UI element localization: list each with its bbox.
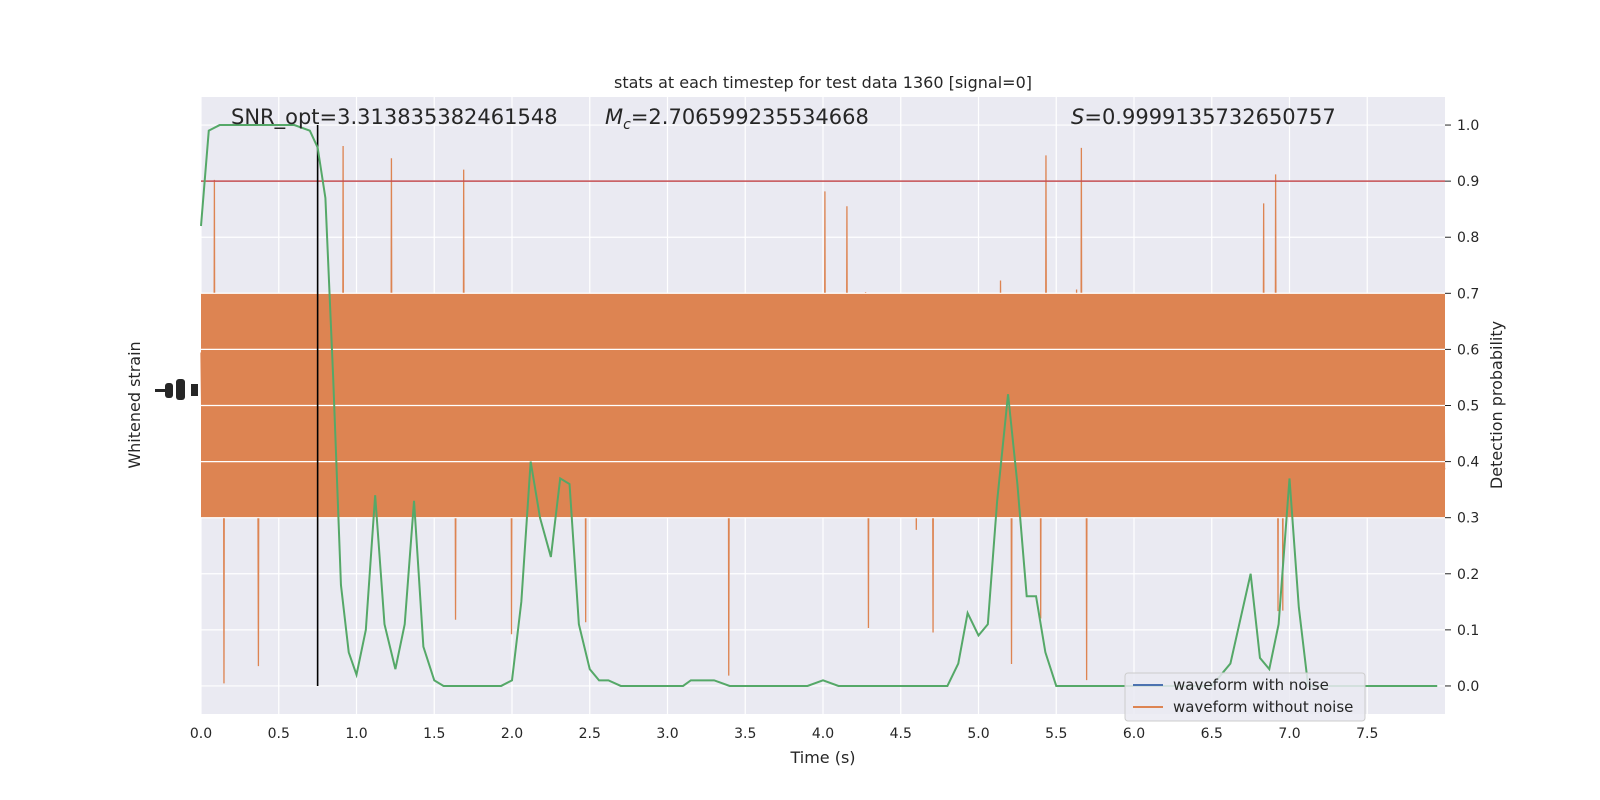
- x-tick-label-0: 0.0: [190, 726, 212, 742]
- legend: waveform with noise waveform without noi…: [1124, 672, 1366, 722]
- waveform-without-noise-series: [200, 145, 1446, 684]
- x-tick-label-9: 4.5: [890, 726, 912, 742]
- legend-label-with-noise: waveform with noise: [1173, 676, 1329, 694]
- x-tick-label-1: 0.5: [268, 726, 290, 742]
- chart-title: stats at each timestep for test data 136…: [614, 73, 1032, 92]
- y-tick-label-7: 0.7: [1457, 286, 1479, 302]
- x-tick-label-5: 2.5: [579, 726, 601, 742]
- snr-annotation: SNR_opt=3.313835382461548: [231, 105, 558, 130]
- x-tick-label-14: 7.0: [1278, 726, 1300, 742]
- x-axis-ticks: 0.0 0.5 1.0 1.5 2.0 2.5 3.0 3.5 4.0 4.5 5.0 5.5 6.0 6…: [190, 726, 1379, 742]
- y-tick-label-8: 0.8: [1457, 230, 1479, 246]
- legend-label-without-noise: waveform without noise: [1173, 698, 1353, 716]
- x-axis-label: Time (s): [789, 748, 855, 767]
- x-tick-label-3: 1.5: [423, 726, 445, 742]
- y-tick-label-4: 0.4: [1457, 455, 1479, 471]
- s-symbol: S: [1071, 105, 1084, 129]
- legend-box: [1124, 672, 1366, 722]
- y-tick-label-2: 0.2: [1457, 567, 1479, 583]
- left-axis-glyph-cluster: [155, 379, 198, 400]
- right-y-axis-label: Detection probability: [1487, 321, 1506, 489]
- mc-symbol: M: [605, 105, 623, 129]
- x-tick-label-4: 2.0: [501, 726, 523, 742]
- y-tick-label-0: 0.0: [1457, 679, 1479, 695]
- x-tick-label-2: 1.0: [345, 726, 367, 742]
- x-tick-label-11: 5.5: [1045, 726, 1067, 742]
- s-annotation: S=0.9999135732650757: [1071, 105, 1336, 129]
- y-tick-label-3: 0.3: [1457, 511, 1479, 527]
- x-tick-label-7: 3.5: [734, 726, 756, 742]
- mc-subscript: c: [623, 117, 631, 133]
- y-tick-label-6: 0.6: [1457, 342, 1479, 358]
- s-value: =0.9999135732650757: [1084, 105, 1335, 129]
- x-tick-label-6: 3.0: [656, 726, 678, 742]
- mc-value: =2.706599235534668: [631, 105, 869, 129]
- x-tick-label-13: 6.5: [1201, 726, 1223, 742]
- chirp-mass-annotation: Mc=2.706599235534668: [605, 105, 869, 133]
- y-axis-ticks: 0.0 0.1 0.2 0.3 0.4 0.5 0.6 0.7 0.8 0.9 1.0: [1445, 118, 1479, 695]
- y-tick-label-5: 0.5: [1457, 399, 1479, 415]
- y-tick-label-1: 0.1: [1457, 623, 1479, 639]
- x-tick-label-15: 7.5: [1356, 726, 1378, 742]
- x-tick-label-12: 6.0: [1123, 726, 1145, 742]
- x-tick-label-8: 4.0: [812, 726, 834, 742]
- left-y-axis-label: Whitened strain: [125, 341, 144, 468]
- y-tick-label-10: 1.0: [1457, 118, 1479, 134]
- y-tick-label-9: 0.9: [1457, 174, 1479, 190]
- x-tick-label-10: 5.0: [967, 726, 989, 742]
